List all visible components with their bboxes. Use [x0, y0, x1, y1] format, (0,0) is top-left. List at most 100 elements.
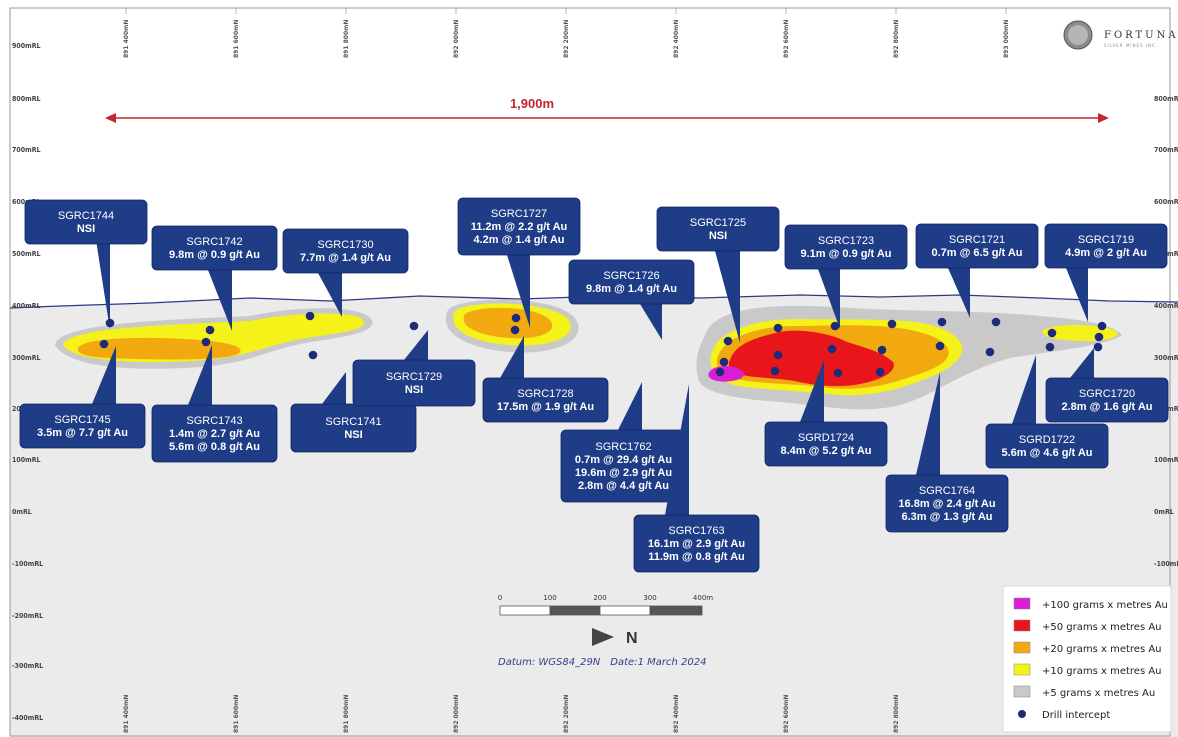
- rl-label-left: 500mRL: [12, 250, 41, 258]
- hole-id: SGRC1762: [595, 441, 651, 453]
- drill-intercept-dot: [991, 317, 1001, 327]
- drill-intercept-dot: [719, 357, 729, 367]
- rl-label-left: -100mRL: [12, 560, 43, 568]
- hole-id: SGRC1721: [949, 234, 1005, 246]
- grade-shells: [55, 299, 1122, 410]
- callout-pointer: [618, 382, 642, 430]
- northing-label-bottom: 892 000mN: [453, 695, 460, 733]
- callout-box: [282, 228, 409, 274]
- drill-intercept-dot: [773, 323, 783, 333]
- hole-id: SGRC1745: [54, 414, 110, 426]
- drill-intercept-dot: [1097, 321, 1107, 331]
- callout-box: [1044, 223, 1168, 269]
- intercept-result: 2.8m @ 4.4 g/t Au: [578, 480, 669, 492]
- drill-intercepts: [99, 311, 1107, 378]
- intercept-result: 7.7m @ 1.4 g/t Au: [300, 252, 391, 264]
- callout-box: [19, 403, 146, 449]
- northing-label-bottom: 891 800mN: [343, 695, 350, 733]
- northing-label-top: 892 200mN: [563, 20, 570, 58]
- drill-intercept-dot: [773, 350, 783, 360]
- rl-label-right: 0mRL: [1154, 508, 1174, 516]
- drill-intercept-dot: [409, 321, 419, 331]
- arrow-left-icon: [105, 113, 116, 123]
- callout-box: [290, 403, 417, 453]
- hole-id: SGRD1722: [1019, 434, 1075, 446]
- callout-box: [151, 225, 278, 271]
- callout-box: [656, 206, 780, 252]
- drill-intercept-dot: [985, 347, 995, 357]
- callout-pointer: [665, 384, 689, 515]
- hole-id: SGRC1743: [186, 415, 242, 427]
- callout-box: [985, 423, 1109, 469]
- drill-intercept-dot: [205, 325, 215, 335]
- intercept-result: 11.9m @ 0.8 g/t Au: [648, 551, 745, 563]
- datum-text: Datum: WGS84_29N Date:1 March 2024: [498, 657, 706, 668]
- hole-id: SGRC1720: [1079, 388, 1135, 400]
- drill-intercept-dot: [830, 321, 840, 331]
- datum-date: Date:1 March 2024: [610, 657, 706, 668]
- drill-intercept-dot: [937, 317, 947, 327]
- callout-box: [784, 224, 908, 270]
- drill-intercept-dot: [833, 368, 843, 378]
- legend-swatch: [1013, 619, 1031, 632]
- drill-intercept-dot: [1045, 342, 1055, 352]
- northing-label-bottom: 892 600mN: [783, 695, 790, 733]
- callout-pointer: [322, 372, 346, 404]
- callout-pointer: [640, 304, 662, 340]
- hole-id: SGRC1725: [690, 217, 746, 229]
- scale-segment: [499, 605, 551, 616]
- callout-box: [764, 421, 888, 467]
- callout-box: [24, 199, 148, 245]
- company-name: FORTUNA: [1104, 30, 1178, 41]
- drill-intercept-dot: [827, 344, 837, 354]
- drill-intercept-dot: [877, 345, 887, 355]
- hole-id: SGRC1727: [491, 208, 547, 220]
- legend-swatch: [1013, 597, 1031, 610]
- legend-label: Drill intercept: [1042, 710, 1110, 721]
- hole-id: SGRC1744: [58, 210, 114, 222]
- drill-intercept-dot: [105, 318, 115, 328]
- legend-label: +10 grams x metres Au: [1042, 666, 1162, 677]
- legend-label: +5 grams x metres Au: [1042, 688, 1155, 699]
- northing-label-top: 893 000mN: [1003, 20, 1010, 58]
- callout-pointer: [818, 269, 840, 329]
- drill-intercept-dot: [935, 341, 945, 351]
- callout-pointer: [1066, 268, 1088, 322]
- rl-label-left: -300mRL: [12, 662, 43, 670]
- callout-box: [915, 223, 1039, 269]
- callout-pointer: [500, 336, 524, 378]
- northing-label-bottom: 891 400mN: [123, 695, 130, 733]
- callout-box: [1045, 377, 1169, 423]
- intercept-result: 3.5m @ 7.7 g/t Au: [37, 427, 128, 439]
- callout-box: [457, 197, 581, 256]
- hole-id: SGRC1723: [818, 235, 874, 247]
- drill-intercept-dot: [511, 313, 521, 323]
- intercept-result: 11.2m @ 2.2 g/t Au: [471, 221, 568, 233]
- legend-dot-icon: [1018, 710, 1026, 718]
- scale-label: 200: [593, 594, 606, 602]
- northing-label-top: 891 600mN: [233, 20, 240, 58]
- callout-box: [885, 474, 1009, 533]
- callout-pointer: [1012, 355, 1036, 424]
- drill-intercept-dot: [875, 367, 885, 377]
- callout-pointer: [507, 255, 530, 328]
- northing-label-top: 892 600mN: [783, 20, 790, 58]
- rl-label-left: 100mRL: [12, 456, 41, 464]
- legend-swatch: [1013, 663, 1031, 676]
- drill-intercept-dot: [770, 366, 780, 376]
- northing-axis-top: 891 400mN 891 600mN 891 800mN 892 000mN 892 …: [123, 8, 1010, 58]
- intercept-result: 1.4m @ 2.7 g/t Au: [169, 428, 260, 440]
- intercept-result: 4.9m @ 2 g/t Au: [1065, 247, 1147, 259]
- rl-label-left: 400mRL: [12, 302, 41, 310]
- rl-label-left: 300mRL: [12, 354, 41, 362]
- scale-label: 400m: [693, 594, 713, 602]
- intercept-result: 5.6m @ 4.6 g/t Au: [1001, 447, 1092, 459]
